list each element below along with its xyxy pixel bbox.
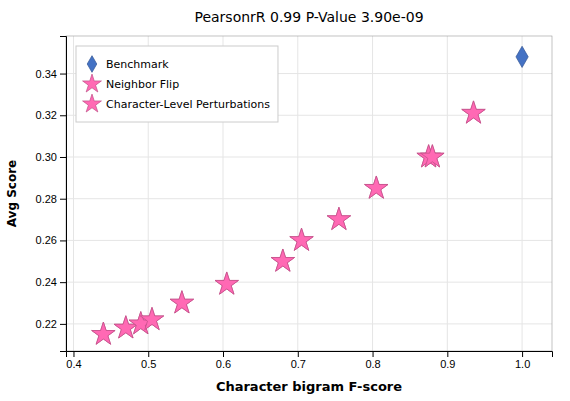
legend-item: Neighbor Flip (83, 74, 180, 92)
point (327, 207, 350, 229)
tick-label: 0.32 (36, 109, 57, 121)
tick-label: 0.28 (36, 193, 57, 205)
point (215, 272, 238, 294)
series (92, 101, 486, 344)
legend-swatch (83, 94, 102, 112)
grid-line-x (447, 36, 448, 351)
point (365, 176, 388, 198)
tick-label: 0.9 (440, 358, 455, 370)
tick-label: 0.26 (36, 234, 57, 246)
tick-mark (60, 240, 66, 241)
tick-label: 0.4 (66, 358, 81, 370)
tick-label: 0.24 (36, 276, 57, 288)
tick-mark (298, 351, 299, 357)
point (92, 322, 115, 344)
y-axis-title: Avg Score (5, 160, 19, 228)
legend-swatch (83, 74, 102, 92)
tick-mark (60, 282, 66, 283)
tick-mark (73, 351, 74, 357)
point (462, 101, 485, 123)
tick-mark (60, 115, 66, 116)
grid-line-y (66, 282, 552, 283)
point (516, 46, 528, 67)
legend-swatch (87, 56, 97, 73)
grid-line-x (73, 36, 74, 351)
grid-line-x (297, 36, 298, 351)
tick-label: 0.34 (36, 68, 57, 80)
tick-label: 0.6 (216, 358, 231, 370)
tick: 0.5 (141, 351, 156, 370)
tick: 0.24 (36, 276, 66, 288)
axis-line (67, 352, 553, 358)
point (114, 316, 137, 338)
tick-mark (148, 351, 149, 357)
title: PearsonrR 0.99 P-Value 3.90e-09 (194, 9, 423, 25)
point (114, 316, 137, 338)
point (92, 322, 115, 344)
tick-label: 0.22 (36, 318, 57, 330)
point (271, 249, 294, 271)
legend-item: Character-Level Perturbations (83, 94, 271, 112)
tick: 1.0 (515, 351, 530, 370)
chart: 0.4 0.5 0.6 0.7 0.8 0.9 1.0 0.22 0.24 0.26 0.28 0.3… (0, 0, 570, 401)
x-axis-title: Character bigram F-score (216, 379, 402, 394)
x-axis: 0.4 0.5 0.6 0.7 0.8 0.9 1.0 (66, 351, 552, 370)
tick-label: 0.8 (365, 358, 380, 370)
point (365, 176, 388, 198)
point (327, 207, 350, 229)
tick-mark (60, 199, 66, 200)
tick: 0.30 (36, 151, 66, 163)
tick-label: 0.5 (141, 358, 156, 370)
tick: 0.6 (216, 351, 231, 370)
axis-line (60, 37, 67, 352)
point (290, 228, 313, 250)
tick-mark (522, 351, 523, 357)
tick-label: 0.7 (291, 358, 306, 370)
tick: 0.8 (365, 351, 380, 370)
legend: Benchmark Neighbor Flip Character-Level Pe… (76, 46, 278, 122)
grid-line-y (66, 156, 552, 157)
point (271, 249, 294, 271)
tick: 0.7 (291, 351, 306, 370)
series (92, 101, 486, 344)
tick-mark (60, 324, 66, 325)
tick: 0.26 (36, 234, 66, 246)
plot-frame (66, 36, 552, 351)
grid-line-x (522, 36, 523, 351)
point (290, 228, 313, 250)
point (462, 101, 485, 123)
grid (66, 36, 552, 351)
grid-line-y (66, 198, 552, 199)
tick: 0.9 (440, 351, 455, 370)
point (170, 291, 193, 313)
series (516, 46, 528, 67)
tick: 0.28 (36, 193, 66, 205)
tick-mark (60, 157, 66, 158)
legend-label: Character-Level Perturbations (106, 98, 270, 111)
point (215, 272, 238, 294)
y-axis: 0.22 0.24 0.26 0.28 0.30 0.32 0.34 (36, 37, 67, 352)
tick-label: 1.0 (515, 358, 530, 370)
tick: 0.22 (36, 318, 66, 330)
tick-mark (373, 351, 374, 357)
point (140, 307, 163, 329)
point (421, 145, 444, 167)
legend-label: Benchmark (106, 58, 169, 71)
legend-label: Neighbor Flip (106, 78, 179, 91)
tick-mark (60, 74, 66, 75)
tick: 0.32 (36, 109, 66, 121)
tick-mark (223, 351, 224, 357)
legend-box (76, 46, 278, 122)
tick: 0.34 (36, 68, 66, 80)
point (170, 291, 193, 313)
tick-mark (447, 351, 448, 357)
tick-label: 0.30 (36, 151, 57, 163)
plot: 0.4 0.5 0.6 0.7 0.8 0.9 1.0 0.22 0.24 0.26 0.28 0.3… (36, 36, 553, 370)
legend-item: Benchmark (87, 56, 169, 73)
tick: 0.4 (66, 351, 81, 370)
